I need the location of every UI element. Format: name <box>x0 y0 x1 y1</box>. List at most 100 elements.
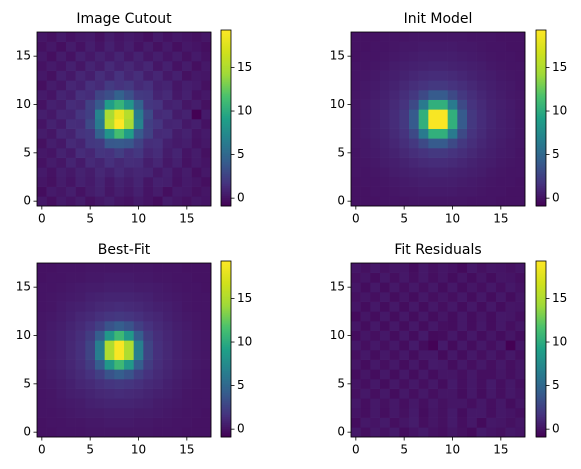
heatmap-cell <box>201 157 212 168</box>
heatmap-cell <box>172 99 183 110</box>
heatmap-cell <box>505 177 516 187</box>
heatmap-cell <box>467 292 477 302</box>
heatmap-cell <box>370 99 381 110</box>
heatmap-cell <box>85 109 96 120</box>
heatmap-cell <box>418 311 429 322</box>
heatmap-cell <box>418 167 429 178</box>
colorbar-gradient <box>536 263 546 266</box>
heatmap-cell <box>114 32 125 42</box>
heatmap-cell <box>496 138 506 149</box>
heatmap-cell <box>56 41 67 52</box>
heatmap-cell <box>418 138 429 149</box>
heatmap-cell <box>389 138 400 149</box>
colorbar-gradient <box>536 425 546 428</box>
heatmap-cell <box>37 128 47 139</box>
heatmap-cell <box>133 321 144 331</box>
heatmap-cell <box>95 109 105 120</box>
heatmap-cell <box>162 359 173 370</box>
heatmap-cell <box>114 157 125 168</box>
heatmap-cell <box>201 128 212 139</box>
heatmap-cell <box>457 321 468 331</box>
heatmap-cell <box>56 340 67 351</box>
colorbar-gradient <box>221 152 231 155</box>
heatmap-cell <box>467 90 477 100</box>
colorbar-gradient <box>536 174 546 177</box>
colorbar-gradient <box>221 132 231 135</box>
heatmap-cell <box>467 32 477 42</box>
heatmap-cell <box>486 51 497 62</box>
heatmap-cell <box>428 282 439 293</box>
x-tick-label: 15 <box>179 443 194 457</box>
heatmap-cell <box>133 177 144 187</box>
heatmap-cell <box>85 157 96 168</box>
heatmap-cell <box>457 282 468 293</box>
heatmap-cell <box>457 41 468 52</box>
heatmap-cell <box>457 32 468 42</box>
heatmap-cell <box>389 272 400 283</box>
heatmap-cell <box>143 186 154 197</box>
heatmap-cell <box>457 427 468 438</box>
heatmap-cell <box>351 427 361 438</box>
heatmap-cell <box>133 186 144 197</box>
colorbar-gradient <box>221 48 231 51</box>
heatmap-cell <box>85 90 96 100</box>
heatmap-cell <box>95 41 105 52</box>
heatmap-cell <box>467 311 477 322</box>
heatmap-cell <box>182 109 192 120</box>
colorbar-gradient <box>221 369 231 372</box>
heatmap-cell <box>172 350 183 360</box>
heatmap-cell <box>476 359 487 370</box>
heatmap-cell <box>56 350 67 360</box>
colorbar-gradient <box>536 351 546 354</box>
x-tick-label: 5 <box>86 443 94 457</box>
heatmap-cell <box>496 157 506 168</box>
heatmap-cell <box>66 119 76 129</box>
heatmap-cell <box>143 388 154 399</box>
heatmap-cell <box>360 369 371 380</box>
heatmap-cell <box>37 408 47 418</box>
colorbar-gradient <box>536 98 546 101</box>
heatmap-cell <box>75 51 86 62</box>
colorbar-gradient <box>221 423 231 426</box>
heatmap-cell <box>486 427 497 438</box>
heatmap-cell <box>153 388 163 399</box>
colorbar-gradient <box>536 158 546 161</box>
heatmap-cell <box>380 148 390 158</box>
heatmap-cell <box>447 282 458 293</box>
heatmap-cell <box>201 80 212 91</box>
heatmap-cell <box>153 263 163 273</box>
colorbar-gradient <box>221 44 231 47</box>
heatmap-cell <box>66 427 76 438</box>
colorbar-gradient <box>536 86 546 89</box>
heatmap-cell <box>438 282 448 293</box>
heatmap-cell <box>457 330 468 341</box>
heatmap-cell <box>389 388 400 399</box>
colorbar-gradient <box>536 357 546 360</box>
heatmap-cell <box>143 90 154 100</box>
heatmap-cell <box>467 340 477 351</box>
colorbar-gradient <box>221 88 231 91</box>
heatmap-cell <box>75 61 86 71</box>
heatmap-cell <box>66 109 76 120</box>
heatmap-cell <box>457 177 468 187</box>
heatmap-cell <box>172 263 183 273</box>
heatmap-cell <box>114 282 125 293</box>
colorbar-frame <box>220 260 232 438</box>
heatmap-cell <box>486 340 497 351</box>
heatmap-cell <box>505 138 516 149</box>
heatmap-cell <box>191 388 202 399</box>
colorbar-gradient <box>221 196 231 199</box>
heatmap-cell <box>66 32 76 42</box>
heatmap-cell <box>476 196 487 207</box>
colorbar-gradient <box>536 122 546 125</box>
heatmap-cell <box>85 70 96 81</box>
heatmap-cell <box>370 340 381 351</box>
heatmap-cell <box>95 398 105 409</box>
colorbar-gradient <box>536 265 546 268</box>
heatmap-cell <box>467 388 477 399</box>
heatmap-cell <box>56 330 67 341</box>
colorbar-gradient <box>536 56 546 59</box>
colorbar-gradient <box>221 42 231 45</box>
colorbar-gradient <box>536 321 546 324</box>
